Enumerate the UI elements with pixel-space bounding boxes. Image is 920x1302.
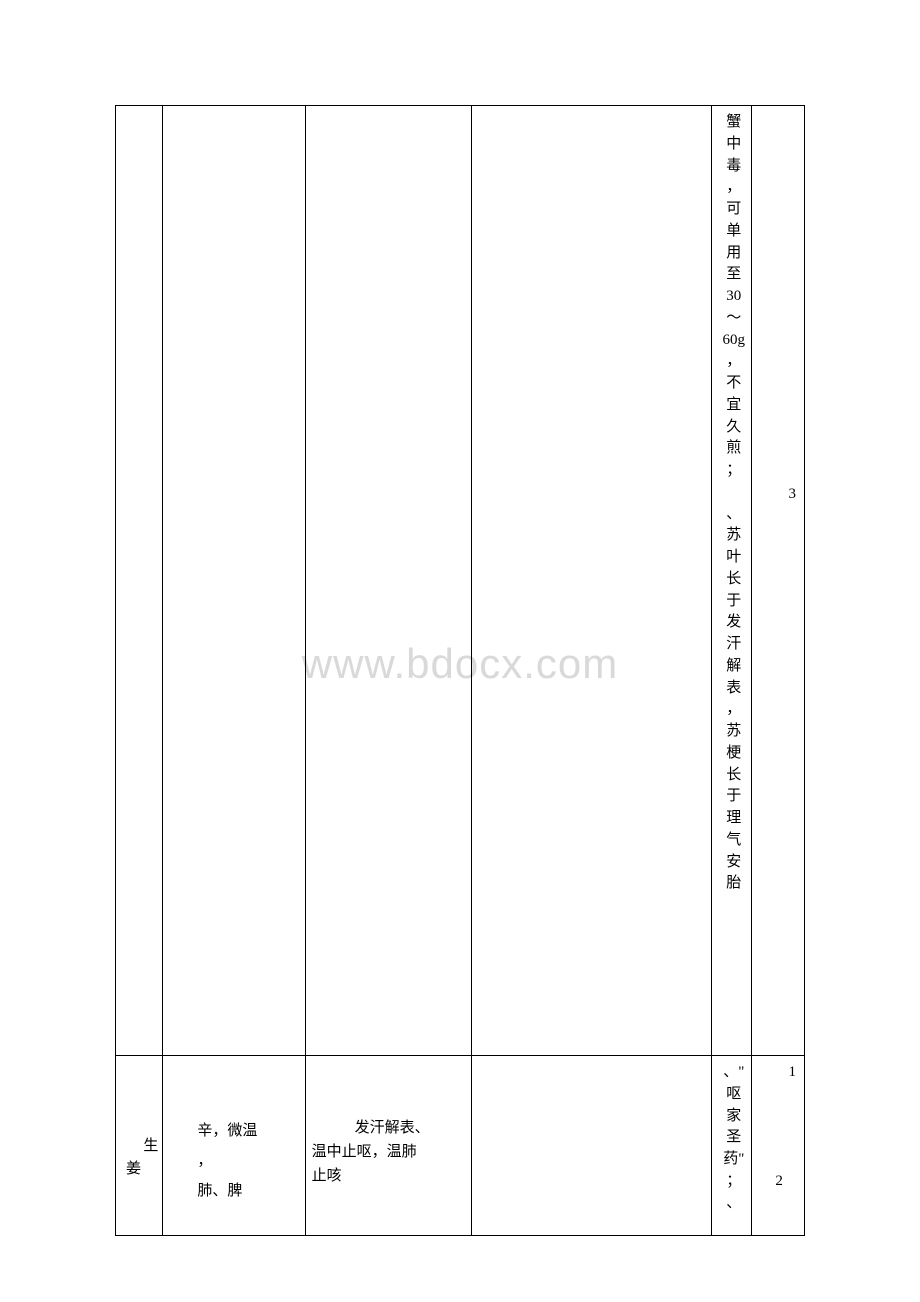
cell-r2-c6: 1 2 (752, 1056, 805, 1236)
main-table: 蟹 中 毒 ， 可 单 用 至 30 ～ 60g ， 不 宜 久 煎 ； (115, 105, 805, 1236)
cell-r2-c3: 发汗解表、 温中止呕，温肺 止咳 (305, 1056, 471, 1236)
cell-r1-c6: 3 (752, 106, 805, 1056)
cell-r1-c5-content: 蟹 中 毒 ， 可 单 用 至 30 ～ 60g ， 不 宜 久 煎 ； (716, 110, 747, 895)
cell-r2-c4 (472, 1056, 712, 1236)
cell-r1-c1 (116, 106, 163, 1056)
cell-r2-c1: 生 姜 (116, 1056, 163, 1236)
cell-r1-c5: 蟹 中 毒 ， 可 单 用 至 30 ～ 60g ， 不 宜 久 煎 ； (712, 106, 752, 1056)
cell-r2-c5: 、" 呕 家 圣 药" ； 、 (712, 1056, 752, 1236)
table-row: 生 姜 辛，微温 ， 肺、脾 发汗解表、 温中止呕，温肺 止咳 (116, 1056, 805, 1236)
cell-r1-c6-content: 3 (756, 110, 800, 506)
cell-r2-c6-content: 1 2 (756, 1060, 800, 1193)
table-row: 蟹 中 毒 ， 可 单 用 至 30 ～ 60g ， 不 宜 久 煎 ； (116, 106, 805, 1056)
cell-r2-c5-content: 、" 呕 家 圣 药" ； 、 (716, 1060, 747, 1214)
cell-r1-c2 (163, 106, 305, 1056)
cell-r2-c3-text: 发汗解表、 温中止呕，温肺 止咳 (310, 1060, 467, 1188)
cell-r2-c2-text: 辛，微温 ， 肺、脾 (167, 1060, 300, 1206)
cell-r1-c4 (472, 106, 712, 1056)
cell-r2-c1-text: 生 姜 (120, 1060, 158, 1180)
cell-r1-c3 (305, 106, 471, 1056)
cell-r2-c2: 辛，微温 ， 肺、脾 (163, 1056, 305, 1236)
document-table: 蟹 中 毒 ， 可 单 用 至 30 ～ 60g ， 不 宜 久 煎 ； (115, 105, 805, 1236)
